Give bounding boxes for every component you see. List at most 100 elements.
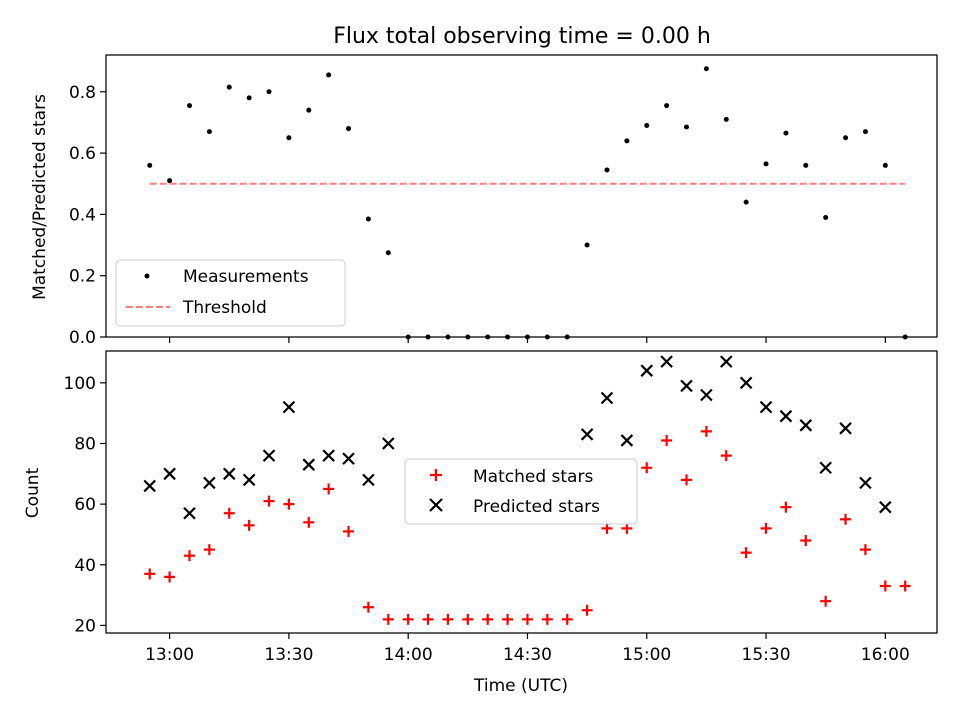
measurements-point bbox=[823, 214, 829, 220]
legend-measurements-marker bbox=[144, 273, 150, 279]
predicted-stars-point bbox=[322, 449, 335, 462]
top-axes: 0.0 0.2 0.4 0.6 0.8 bbox=[69, 83, 886, 348]
predicted-stars-point bbox=[719, 355, 733, 368]
bottom-ytick-label: 60 bbox=[74, 495, 96, 515]
measurements-point bbox=[783, 130, 789, 136]
figure-title: Flux total observing time = 0.00 h bbox=[333, 24, 711, 49]
measurements-point bbox=[862, 129, 868, 135]
predicted-stars-point bbox=[620, 434, 634, 447]
bottom-axes-frame bbox=[105, 350, 938, 634]
measurements-point bbox=[385, 250, 391, 256]
matched-stars-point bbox=[879, 580, 891, 592]
legend-predicted-label: Predicted stars bbox=[473, 497, 600, 517]
xtick-label: 13:00 bbox=[145, 645, 194, 665]
predicted-stars-point bbox=[342, 452, 355, 465]
measurements-point bbox=[684, 124, 690, 130]
matched-stars-point bbox=[661, 434, 673, 446]
legend-predicted-marker bbox=[429, 498, 443, 512]
matched-stars-point bbox=[362, 601, 374, 613]
matched-stars-point bbox=[621, 522, 633, 534]
predicted-stars-point bbox=[163, 467, 176, 481]
measurements-point bbox=[226, 84, 232, 90]
predicted-stars-point bbox=[640, 364, 654, 377]
measurements-point bbox=[584, 242, 590, 248]
x-axis-label: Time (UTC) bbox=[473, 676, 568, 696]
predicted-stars-point bbox=[779, 409, 793, 423]
matched-stars-point bbox=[422, 613, 434, 625]
measurements-point bbox=[206, 129, 212, 135]
predicted-stars-point bbox=[302, 458, 316, 471]
matched-stars-point bbox=[601, 522, 613, 534]
predicted-stars-point bbox=[839, 422, 852, 435]
matched-stars-point bbox=[482, 613, 494, 625]
predicted-stars-point bbox=[879, 500, 892, 514]
matched-stars-point bbox=[343, 525, 355, 537]
matched-stars-point bbox=[243, 519, 255, 531]
matched-stars-point bbox=[263, 495, 275, 507]
predicted-stars-point bbox=[580, 428, 594, 441]
measurements-point bbox=[882, 162, 888, 168]
predicted-stars-point bbox=[660, 355, 673, 368]
matched-stars-point bbox=[502, 613, 514, 625]
predicted-stars-point bbox=[203, 476, 216, 490]
measurements-point bbox=[246, 95, 252, 101]
matched-stars-point bbox=[760, 522, 772, 534]
top-y-axis-label: Matched/Predicted stars bbox=[30, 94, 50, 300]
matched-stars-point bbox=[859, 544, 871, 556]
measurements-point bbox=[604, 167, 610, 173]
bottom-axes: 20 40 60 80 100 13:00 13:30 14:00 14:30 15:00 15:3… bbox=[64, 374, 910, 665]
bottom-ytick-label: 80 bbox=[74, 434, 96, 454]
predicted-stars-point bbox=[739, 376, 753, 390]
measurements-point bbox=[266, 89, 272, 95]
predicted-stars-point bbox=[600, 391, 614, 405]
top-ytick-label: 0.8 bbox=[69, 83, 96, 103]
matched-stars-point bbox=[144, 568, 156, 580]
predicted-stars-point bbox=[222, 467, 236, 481]
xtick-label: 15:30 bbox=[742, 645, 791, 665]
measurements-point bbox=[167, 178, 173, 184]
legend-matched-label: Matched stars bbox=[473, 467, 593, 487]
matched-stars-point bbox=[283, 498, 295, 510]
measurements-point bbox=[743, 199, 749, 205]
predicted-stars-point bbox=[819, 461, 832, 475]
predicted-stars-point bbox=[700, 388, 713, 402]
predicted-stars-point bbox=[362, 473, 375, 487]
bottom-y-axis-label: Count bbox=[23, 467, 43, 518]
predicted-stars-point bbox=[799, 419, 813, 432]
matched-stars-point bbox=[780, 501, 792, 513]
matched-stars-point bbox=[800, 535, 812, 547]
predicted-stars-point bbox=[143, 479, 157, 493]
measurements-point bbox=[306, 107, 312, 113]
predicted-stars-point bbox=[382, 437, 395, 450]
predicted-stars-point bbox=[242, 473, 256, 487]
bottom-ytick-label: 40 bbox=[74, 556, 96, 576]
matched-stars-point bbox=[323, 483, 335, 495]
matched-stars-point bbox=[700, 425, 712, 437]
matched-stars-point bbox=[382, 613, 394, 625]
xtick-label: 14:30 bbox=[503, 645, 552, 665]
matched-stars-point bbox=[402, 613, 414, 625]
xtick-label: 14:00 bbox=[384, 645, 433, 665]
bottom-data-marks bbox=[143, 355, 911, 625]
matched-stars-point bbox=[720, 450, 732, 462]
top-ytick-label: 0.2 bbox=[69, 267, 96, 287]
matched-stars-point bbox=[521, 613, 533, 625]
measurements-point bbox=[186, 103, 192, 109]
top-legend-box bbox=[115, 259, 346, 327]
measurements-point bbox=[147, 162, 153, 168]
measurements-point bbox=[803, 162, 809, 168]
predicted-stars-point bbox=[262, 449, 276, 462]
measurements-point bbox=[624, 138, 630, 144]
matched-stars-point bbox=[203, 544, 215, 556]
matched-stars-point bbox=[681, 474, 693, 486]
matched-stars-point bbox=[183, 550, 195, 562]
predicted-stars-point bbox=[183, 506, 196, 520]
legend-measurements-label: Measurements bbox=[183, 267, 309, 287]
legend-matched-marker bbox=[430, 469, 442, 481]
bottom-plot-panel: 20 40 60 80 100 13:00 13:30 14:00 14:30 15:00 15:3… bbox=[23, 350, 938, 696]
bottom-legend-box bbox=[404, 458, 638, 525]
top-ytick-label: 0.6 bbox=[69, 144, 96, 164]
top-ytick-label: 0.0 bbox=[69, 328, 96, 348]
